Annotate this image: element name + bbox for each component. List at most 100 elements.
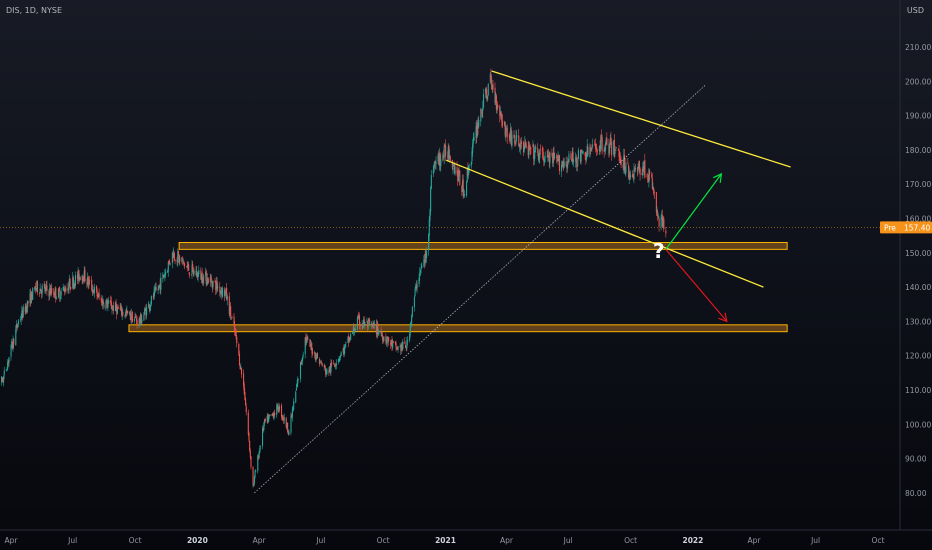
candle-body: [101, 299, 103, 306]
candle-body: [136, 320, 138, 324]
candle-body: [25, 306, 27, 313]
candle-body: [316, 352, 318, 359]
candle-body: [310, 343, 312, 347]
candle-body: [157, 289, 159, 291]
candle-body: [164, 273, 166, 277]
candle-body: [651, 174, 653, 177]
candle-body: [392, 341, 394, 343]
candle-body: [453, 164, 455, 167]
candle-body: [527, 146, 529, 156]
candle-body: [562, 160, 565, 169]
candle-body: [655, 192, 657, 213]
candle-body: [257, 455, 259, 472]
candle-body: [68, 286, 70, 290]
candle-body: [55, 287, 57, 298]
candle-body: [48, 290, 50, 297]
candle-body: [596, 147, 598, 152]
candle-body: [575, 156, 577, 162]
candle-body: [326, 369, 328, 374]
candle-body: [11, 342, 13, 348]
candle-body: [561, 165, 563, 167]
candle-body: [224, 291, 226, 296]
x-axis[interactable]: Apr Jul Oct 2020 Apr Jul Oct 2021 Apr Jul Oct 2022 A…: [5, 536, 885, 545]
candle-body: [125, 312, 127, 314]
price-badge-label: Pre: [884, 223, 896, 232]
candle-body: [348, 336, 350, 343]
candle-body: [547, 155, 549, 159]
candle-body: [39, 288, 41, 294]
candle-body: [321, 363, 323, 367]
candle-body: [619, 156, 621, 159]
candle-body: [167, 270, 169, 273]
candle-body: [72, 276, 74, 288]
candle-body: [548, 154, 550, 158]
candle-body: [154, 288, 156, 292]
candle-body: [181, 256, 183, 262]
y-tick-label: 180.00: [905, 146, 931, 155]
candle-body: [350, 334, 352, 341]
candle-body: [418, 277, 420, 285]
candle-body: [523, 146, 525, 152]
candle-body: [65, 288, 67, 291]
candle-body: [145, 309, 147, 317]
candle-body: [121, 311, 123, 316]
candle-body: [387, 336, 389, 339]
candle-body: [16, 324, 18, 328]
candle-body: [10, 344, 12, 357]
candle-body: [487, 84, 489, 96]
candle-body: [53, 291, 55, 296]
candle-body: [495, 95, 497, 110]
candle-body: [334, 365, 336, 367]
candle-body: [182, 260, 184, 261]
candle-body: [496, 106, 498, 110]
candle-body: [644, 160, 646, 178]
candle-body: [41, 285, 43, 294]
candle-body: [188, 272, 190, 276]
candle-body: [254, 471, 256, 478]
candle-body: [556, 159, 558, 161]
candle-body: [520, 140, 522, 148]
candle-body: [262, 428, 264, 431]
y-tick-label: 170.00: [905, 180, 931, 189]
candle-body: [462, 179, 464, 196]
currency-label[interactable]: USD: [906, 6, 924, 15]
candle-body: [394, 341, 396, 344]
candle-body: [230, 306, 232, 317]
candle-body: [269, 414, 271, 416]
candle-body: [240, 366, 242, 369]
candle-body: [553, 151, 555, 161]
candle-body: [352, 327, 354, 333]
candle-body: [144, 309, 146, 311]
candle-body: [225, 288, 227, 293]
candle-body: [533, 153, 535, 161]
zones-layer: [128, 242, 788, 333]
candle-body: [45, 285, 47, 287]
y-axis[interactable]: 210.00 200.00 190.00 180.00 170.00 160.00 150.…: [905, 43, 931, 498]
candle-body: [386, 340, 388, 344]
candle-body: [11, 341, 13, 346]
candle-body: [231, 317, 233, 319]
candle-body: [93, 290, 95, 294]
candle-body: [457, 170, 459, 182]
candle-body: [386, 339, 388, 344]
candle-body: [330, 363, 332, 372]
candle-body: [59, 290, 61, 299]
candle-body: [96, 290, 98, 297]
candle-body: [116, 307, 119, 314]
candle-body: [141, 319, 143, 323]
candle-body: [221, 290, 223, 296]
candle-body: [306, 338, 308, 344]
candle-body: [195, 270, 197, 276]
candle-body: [481, 112, 483, 113]
candle-body: [169, 263, 171, 265]
candle-body: [402, 341, 404, 350]
candle-body: [259, 446, 262, 448]
candle-body: [558, 156, 560, 158]
candle-body: [186, 265, 188, 267]
candle-body: [662, 220, 664, 228]
bullish-arrow-shaft: [665, 173, 722, 250]
candle-body: [396, 348, 398, 350]
candle-body: [67, 287, 69, 291]
